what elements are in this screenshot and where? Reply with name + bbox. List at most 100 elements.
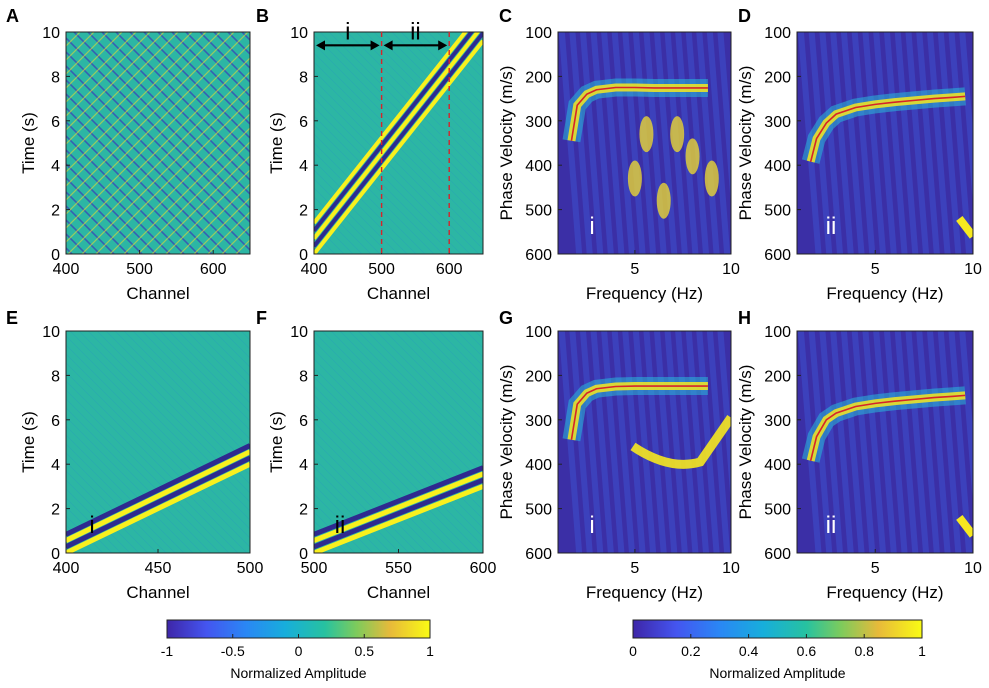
striation: [916, 32, 940, 254]
striation: [601, 331, 625, 553]
noise-blob: [704, 160, 719, 197]
colorbar-tick-label: 0.4: [739, 643, 759, 659]
y-tick-label: 6: [51, 114, 60, 131]
y-tick-label: 6: [51, 413, 60, 430]
y-tick-label: 8: [51, 368, 60, 385]
striation: [883, 331, 908, 553]
striation: [685, 331, 710, 553]
x-tick-label: 600: [470, 560, 497, 577]
heatmap-texture: [66, 331, 250, 553]
inner-label: ii: [335, 512, 346, 539]
colorbar-label: Normalized Amplitude: [709, 665, 845, 681]
striation: [643, 331, 667, 553]
y-tick-label: 2: [51, 502, 60, 519]
wavefront-band: [66, 443, 250, 537]
colorbar-tick-label: -0.5: [221, 643, 245, 659]
heatmap-bg: [558, 331, 731, 553]
panel-D: 5 10 100 200 300 400 500 600 Frequency (Hz) Phase…: [736, 6, 982, 303]
striation: [685, 32, 710, 254]
inner-label: i: [89, 512, 94, 539]
panel-label-A: A: [6, 6, 19, 26]
heatmap-F: [314, 331, 483, 553]
y-tick-label: 4: [299, 158, 308, 175]
high-energy: [956, 216, 973, 239]
y-tick-label: 600: [764, 546, 791, 563]
inner-label: ii: [826, 512, 837, 539]
y-axis-label: Phase Velocity (m/s): [497, 365, 516, 520]
high-energy: [956, 515, 973, 538]
y-tick-label: 8: [299, 69, 308, 86]
colorbar-right: 0 0.2 0.4 0.6 0.8 1 Normalized Amplitude: [629, 619, 926, 681]
striation: [706, 32, 731, 254]
panel-label-E: E: [6, 308, 18, 328]
higher-mode: [630, 415, 731, 469]
striation: [675, 331, 699, 553]
y-tick-label: 400: [764, 158, 791, 175]
y-tick-label: 0: [299, 247, 308, 264]
y-tick-label: 200: [764, 368, 791, 385]
striation: [948, 32, 973, 254]
x-tick-label: 400: [301, 261, 328, 278]
panel-F: 500 550 600 0 2 4 6 8 10 Channel Time (s) Fii: [256, 308, 496, 602]
striation: [579, 32, 604, 254]
wavefront-band: [314, 39, 483, 254]
colorbar-tick-label: -1: [161, 643, 174, 659]
y-tick-label: 400: [525, 457, 552, 474]
y-tick-label: 10: [290, 324, 308, 341]
panel-E: 400 450 500 0 2 4 6 8 10 Channel Time (s) Ei: [6, 308, 263, 602]
dispersion-curve: [809, 95, 966, 162]
y-tick-label: 400: [764, 457, 791, 474]
striation: [632, 331, 657, 553]
x-tick-label: 400: [53, 261, 80, 278]
y-tick-label: 200: [764, 69, 791, 86]
panel-G: 5 10 100 200 300 400 500 600 Frequency (Hz) Phase…: [497, 308, 740, 602]
striation: [840, 32, 865, 254]
wavefront-band: [66, 449, 250, 543]
x-tick-label: 500: [301, 560, 328, 577]
x-axis-label: Frequency (Hz): [826, 284, 943, 303]
y-tick-label: 600: [525, 247, 552, 264]
y-tick-label: 4: [51, 457, 60, 474]
y-tick-label: 2: [51, 203, 60, 220]
heatmap-bg: [797, 331, 973, 553]
segment-label: i: [345, 18, 350, 45]
noise-blob: [627, 160, 642, 197]
x-axis-label: Frequency (Hz): [826, 583, 943, 602]
wavefront-band: [314, 32, 483, 248]
striation: [675, 32, 699, 254]
noise-blob: [639, 116, 654, 153]
y-tick-label: 300: [764, 114, 791, 131]
wavefront-band: [314, 484, 483, 553]
striation: [622, 32, 646, 254]
colorbar-left: -1 -0.5 0 0.5 1 Normalized Amplitude: [161, 619, 434, 681]
arrow-head: [438, 40, 448, 51]
y-tick-label: 200: [525, 368, 552, 385]
y-tick-label: 10: [42, 25, 60, 42]
striation: [569, 331, 593, 553]
striation: [654, 331, 678, 553]
colorbar-tick-label: 1: [918, 643, 926, 659]
striation: [905, 331, 930, 553]
colorbar-tick-label: 0: [295, 643, 303, 659]
panel-label-C: C: [499, 6, 512, 26]
x-tick-label: 400: [53, 560, 80, 577]
x-tick-label: 450: [145, 560, 172, 577]
striation: [830, 32, 854, 254]
colorbar-tick-label: 0.2: [681, 643, 701, 659]
striation: [948, 331, 973, 553]
striation: [862, 32, 887, 254]
y-tick-label: 600: [764, 247, 791, 264]
colorbar-tick-label: 1: [426, 643, 434, 659]
x-tick-label: 500: [368, 261, 395, 278]
y-axis-label: Phase Velocity (m/s): [736, 365, 755, 520]
striation: [696, 32, 720, 254]
arrow-head: [383, 40, 393, 51]
wavefront-band: [314, 471, 483, 543]
striation: [569, 32, 593, 254]
y-tick-label: 500: [525, 203, 552, 220]
y-tick-label: 400: [525, 158, 552, 175]
striation: [905, 32, 930, 254]
y-tick-label: 600: [525, 546, 552, 563]
